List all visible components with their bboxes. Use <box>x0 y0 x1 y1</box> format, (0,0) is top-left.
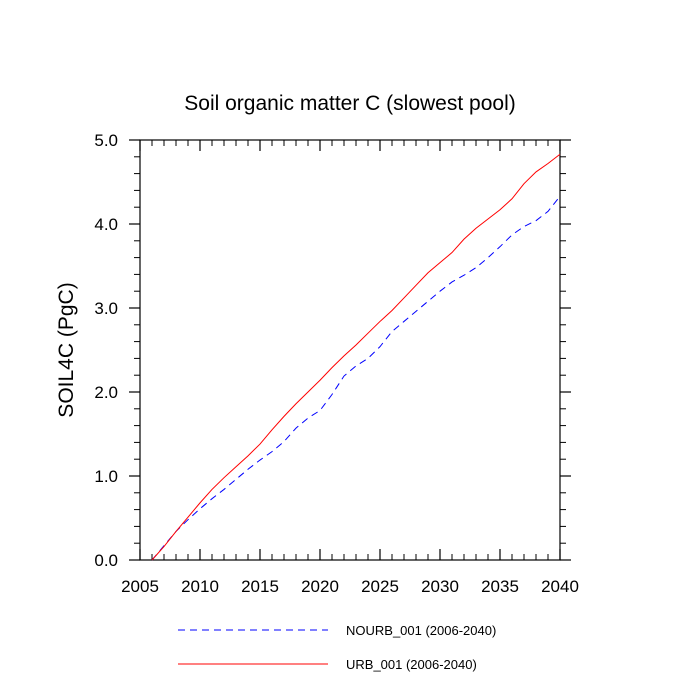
x-tick-label: 2025 <box>361 577 399 596</box>
legend: NOURB_001 (2006-2040) URB_001 (2006-2040) <box>178 623 496 672</box>
y-tick-label: 5.0 <box>94 131 118 150</box>
series-layer <box>151 153 561 561</box>
y-tick-label: 1.0 <box>94 467 118 486</box>
series-line-1 <box>151 195 561 561</box>
x-tick-label: 2035 <box>481 577 519 596</box>
series-line-2 <box>151 153 561 561</box>
axis-ticks: 2005 2010 2015 2020 2025 2030 2035 2040 0.0 1.0 2.… <box>94 131 579 596</box>
y-tick-label: 4.0 <box>94 215 118 234</box>
y-axis-label: SOIL4C (PgC) <box>55 282 78 417</box>
legend-label-1: NOURB_001 (2006-2040) <box>346 623 496 638</box>
y-tick-label: 0.0 <box>94 551 118 570</box>
plot-frame <box>139 139 561 561</box>
legend-label-2: URB_001 (2006-2040) <box>346 657 477 672</box>
chart-title: Soil organic matter C (slowest pool) <box>184 92 515 115</box>
y-tick-label: 2.0 <box>94 383 118 402</box>
x-tick-label: 2040 <box>541 577 579 596</box>
x-tick-label: 2015 <box>241 577 279 596</box>
x-tick-label: 2010 <box>181 577 219 596</box>
x-tick-label: 2020 <box>301 577 339 596</box>
x-tick-label: 2005 <box>121 577 159 596</box>
y-tick-label: 3.0 <box>94 299 118 318</box>
x-tick-label: 2030 <box>421 577 459 596</box>
